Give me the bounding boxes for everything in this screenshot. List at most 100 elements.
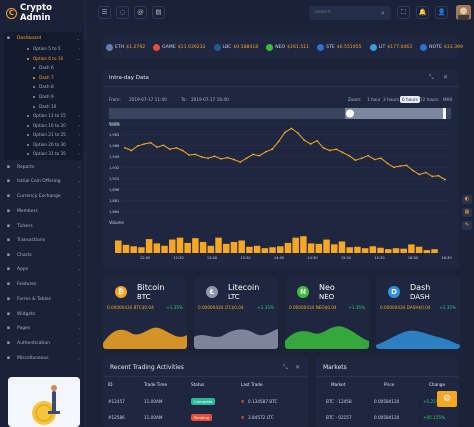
price-point[interactable]	[252, 153, 254, 156]
sidebar-item[interactable]: Option 31 to 35 ›	[0, 149, 86, 158]
fullscreen-icon[interactable]: ⛶	[397, 6, 410, 19]
price-point[interactable]	[232, 158, 235, 161]
volume-bar[interactable]	[385, 249, 392, 253]
sidebar-item[interactable]: ▪ Authentication ›	[0, 339, 86, 348]
ticker-item[interactable]: STE $0.551955	[317, 44, 362, 51]
price-point[interactable]	[277, 140, 280, 143]
user-icon[interactable]: 👤	[435, 6, 448, 19]
close-icon[interactable]: ✕	[443, 74, 449, 81]
ticker-item[interactable]: NEO $161.511	[266, 44, 309, 51]
volume-bar[interactable]	[354, 246, 361, 253]
price-point[interactable]	[322, 146, 325, 149]
volume-bar[interactable]	[392, 248, 400, 253]
volume-bar[interactable]	[269, 247, 276, 253]
sidebar-item[interactable]: ▪ Transactions ›	[0, 236, 86, 245]
price-point[interactable]	[168, 148, 171, 151]
market-name[interactable]: BTC - 02157	[326, 415, 352, 420]
clipboard-icon[interactable]: ▤	[152, 6, 165, 19]
volume-bar[interactable]	[261, 248, 269, 253]
price-point[interactable]	[194, 153, 197, 156]
volume-bar[interactable]	[253, 245, 261, 253]
color-tool-icon[interactable]: ✎	[462, 221, 472, 230]
settings-gear-icon[interactable]: ⚙	[437, 391, 457, 407]
price-point[interactable]	[392, 166, 395, 169]
price-point[interactable]	[386, 162, 389, 165]
search-input[interactable]	[309, 6, 391, 20]
price-point[interactable]	[418, 173, 421, 176]
volume-bar[interactable]	[207, 245, 215, 253]
volume-bar[interactable]	[223, 243, 230, 253]
search-icon[interactable]: ⌕	[381, 9, 385, 17]
price-point[interactable]	[239, 161, 242, 164]
volume-bar[interactable]	[169, 239, 176, 253]
volume-bar[interactable]	[215, 237, 222, 253]
volume-bar[interactable]	[315, 243, 323, 253]
price-point[interactable]	[348, 154, 350, 157]
coin-card[interactable]: Ł Litecoin LTC 0.00000434 LTC$0.04 +1.35%	[194, 277, 278, 349]
to-date[interactable]: 2019-07-17 16:40	[191, 97, 229, 102]
price-point[interactable]	[284, 131, 286, 134]
price-point[interactable]	[373, 158, 376, 161]
volume-bar[interactable]	[176, 237, 184, 253]
price-point[interactable]	[367, 154, 370, 157]
sidebar-item[interactable]: Option 6 to 10 ⌄	[0, 54, 86, 63]
avatar[interactable]	[456, 5, 471, 20]
price-point[interactable]	[341, 151, 344, 154]
ticker-item[interactable]: LBC $0.588418	[213, 44, 258, 51]
zoom-option[interactable]: 1 hour	[367, 97, 381, 102]
volume-bar[interactable]	[431, 249, 438, 253]
price-point[interactable]	[437, 174, 440, 177]
volume-bar[interactable]	[408, 244, 415, 253]
sidebar-item[interactable]: Option 5 to 5 ›	[0, 44, 86, 53]
mail-icon[interactable]: @	[134, 6, 147, 19]
sidebar-item[interactable]: Dash 10	[0, 102, 86, 111]
sidebar-item[interactable]: ▪ Members ›	[0, 207, 86, 216]
volume-bar[interactable]	[323, 239, 330, 253]
price-point[interactable]	[424, 171, 427, 174]
volume-bar[interactable]	[369, 246, 377, 253]
collapse-icon[interactable]: ⤡	[429, 74, 434, 81]
sidebar-item[interactable]: ▪ Widgets ›	[0, 310, 86, 319]
price-point[interactable]	[124, 146, 126, 149]
bell-icon[interactable]: 🔔	[416, 6, 429, 19]
volume-bar[interactable]	[122, 244, 130, 253]
volume-bar[interactable]	[115, 240, 122, 253]
price-point[interactable]	[226, 156, 229, 159]
price-point[interactable]	[271, 148, 274, 151]
close-icon[interactable]: ✕	[295, 364, 301, 371]
sidebar-item[interactable]: ▪ Dashboard ⌄	[0, 34, 86, 43]
volume-bar[interactable]	[300, 236, 307, 253]
volume-bar[interactable]	[230, 241, 238, 253]
zoom-option[interactable]: 6 hours	[400, 96, 420, 103]
price-point[interactable]	[399, 165, 402, 167]
volume-bar[interactable]	[138, 247, 145, 253]
sidebar-item[interactable]: Option 21 to 25 ›	[0, 130, 86, 139]
volume-bar[interactable]	[238, 240, 245, 253]
volume-bar[interactable]	[415, 246, 423, 253]
volume-bar[interactable]	[130, 246, 137, 253]
sidebar-item[interactable]: ▪ Pages ›	[0, 324, 86, 333]
ticker-item[interactable]: GAME $11.039232	[153, 44, 206, 51]
ticker-item[interactable]: LIT $177.0463	[369, 44, 412, 51]
theme-tool-icon[interactable]: ◐	[462, 195, 472, 204]
volume-bar[interactable]	[153, 243, 161, 253]
coin-card[interactable]: N Neo NEO 0.00000434 NEO$0.04 +1.35%	[285, 277, 369, 349]
volume-bar[interactable]	[199, 241, 207, 253]
price-point[interactable]	[162, 144, 165, 147]
collapse-icon[interactable]: ⤡	[283, 364, 288, 371]
price-point[interactable]	[290, 127, 293, 130]
sidebar-item[interactable]: Option 16 to 20 ›	[0, 121, 86, 130]
volume-bar[interactable]	[423, 250, 431, 253]
volume-bar[interactable]	[277, 246, 284, 253]
zoom-option[interactable]: MAX	[443, 97, 453, 102]
price-point[interactable]	[354, 159, 357, 162]
price-point[interactable]	[335, 148, 338, 151]
sidebar-item[interactable]: Option 11 to 15 ›	[0, 111, 86, 120]
sidebar-item[interactable]: Dash 9	[0, 92, 86, 101]
ticker-item[interactable]: ETH $1.2792	[106, 44, 145, 51]
price-point[interactable]	[220, 157, 222, 160]
price-point[interactable]	[360, 157, 363, 160]
ticker-item[interactable]: NOTE $13.399	[420, 44, 463, 51]
price-point[interactable]	[149, 141, 152, 144]
price-point[interactable]	[136, 145, 139, 147]
